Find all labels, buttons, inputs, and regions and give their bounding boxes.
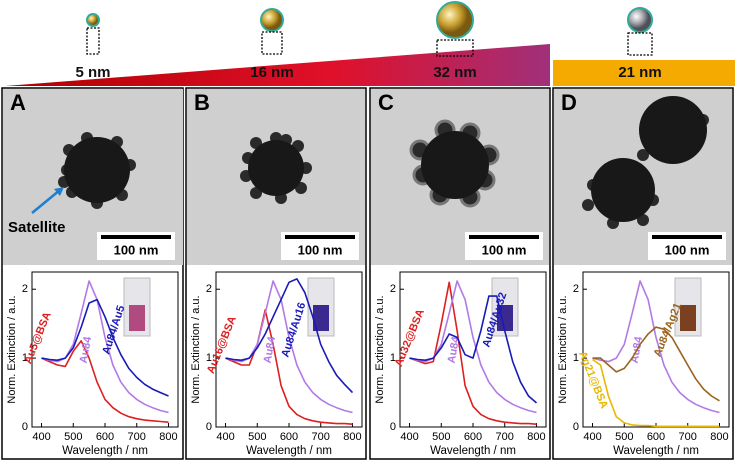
cuvette-liquid <box>313 305 329 331</box>
core-particle <box>421 131 489 199</box>
core-particle <box>64 137 130 203</box>
size-label: 21 nm <box>618 64 661 81</box>
y-axis-title: Norm. Extinction / a.u. <box>190 295 202 403</box>
size-label: 16 nm <box>250 64 293 81</box>
x-axis-title: Wavelength / nm <box>430 445 516 457</box>
y-tick-label: 2 <box>22 283 28 295</box>
x-tick-label: 400 <box>32 431 50 443</box>
spectrum-line <box>592 280 720 414</box>
series-label: Au84 <box>78 335 95 364</box>
series-label: Au84 <box>262 335 279 364</box>
x-tick-label: 600 <box>96 431 114 443</box>
size-label: 32 nm <box>433 64 476 81</box>
y-tick-label: 0 <box>390 421 396 433</box>
x-tick-label: 400 <box>216 431 234 443</box>
plot-frame <box>399 271 547 428</box>
size-label: 5 nm <box>75 64 110 81</box>
y-tick-label: 2 <box>573 283 579 295</box>
spectrum-line <box>592 358 720 428</box>
y-tick-label: 1 <box>573 352 579 364</box>
annotation-arrow <box>31 189 61 214</box>
y-axis-title: Norm. Extinction / a.u. <box>557 295 569 403</box>
y-tick-label: 0 <box>206 421 212 433</box>
x-tick-label: 700 <box>312 431 330 443</box>
x-tick-label: 600 <box>280 431 298 443</box>
y-axis-title: Norm. Extinction / a.u. <box>6 295 18 403</box>
x-tick-label: 400 <box>583 431 601 443</box>
satellite-particle <box>582 199 594 211</box>
panel-letter: D <box>561 90 577 115</box>
x-tick-label: 800 <box>527 431 545 443</box>
x-tick-label: 700 <box>128 431 146 443</box>
particle-icons <box>86 1 653 57</box>
satellite-particle <box>637 149 649 161</box>
series-label: Au84 <box>446 335 463 364</box>
x-tick-label: 400 <box>400 431 418 443</box>
panel-frames <box>1 87 734 460</box>
spectrum-line <box>592 326 720 402</box>
size-gradient <box>5 44 550 86</box>
x-tick-label: 800 <box>343 431 361 443</box>
y-axis-title: Norm. Extinction / a.u. <box>374 295 386 403</box>
panel-letter: A <box>10 90 26 115</box>
x-tick-label: 800 <box>159 431 177 443</box>
arrow-head <box>54 187 64 196</box>
spectrum-line <box>41 340 169 423</box>
spectrum-line <box>41 298 169 397</box>
y-tick-label: 1 <box>22 352 28 364</box>
scale-bar-label: 100 nm <box>114 242 159 257</box>
cuvette-liquid <box>129 305 145 331</box>
x-axis-title: Wavelength / nm <box>613 445 699 457</box>
x-tick-label: 500 <box>248 431 266 443</box>
x-tick-label: 600 <box>647 431 665 443</box>
annotation-label: Satellite <box>8 219 66 236</box>
cuvette-liquid <box>680 305 696 331</box>
spectrum-line <box>225 278 354 394</box>
scale-bar-label: 100 nm <box>298 242 343 257</box>
series-label: Au5@BSA <box>22 310 54 365</box>
x-axis-title: Wavelength / nm <box>62 445 148 457</box>
core-particle <box>591 158 655 222</box>
y-tick-label: 0 <box>22 421 28 433</box>
x-axis-title: Wavelength / nm <box>246 445 332 457</box>
x-tick-label: 700 <box>496 431 514 443</box>
y-tick-label: 2 <box>390 283 396 295</box>
y-tick-label: 2 <box>206 283 212 295</box>
y-tick-label: 1 <box>390 352 396 364</box>
spectrum-line <box>409 295 538 404</box>
x-tick-label: 600 <box>464 431 482 443</box>
core-particle <box>639 96 707 164</box>
panel-letter: B <box>194 90 210 115</box>
scale-bar-label: 100 nm <box>482 242 527 257</box>
core-particle <box>248 140 304 196</box>
spectrum-line <box>409 281 537 425</box>
scale-bar-label: 100 nm <box>665 242 710 257</box>
y-tick-label: 0 <box>573 421 579 433</box>
spectrum-line <box>225 309 353 425</box>
x-tick-label: 500 <box>432 431 450 443</box>
panel-letter: C <box>378 90 394 115</box>
silver-bar <box>553 60 735 86</box>
x-tick-label: 500 <box>64 431 82 443</box>
series-label: Au84/Au5 <box>100 304 127 356</box>
x-tick-label: 700 <box>679 431 697 443</box>
x-tick-label: 800 <box>710 431 728 443</box>
x-tick-label: 500 <box>615 431 633 443</box>
series-label: Au16@BSA <box>205 314 239 375</box>
y-tick-label: 1 <box>206 352 212 364</box>
